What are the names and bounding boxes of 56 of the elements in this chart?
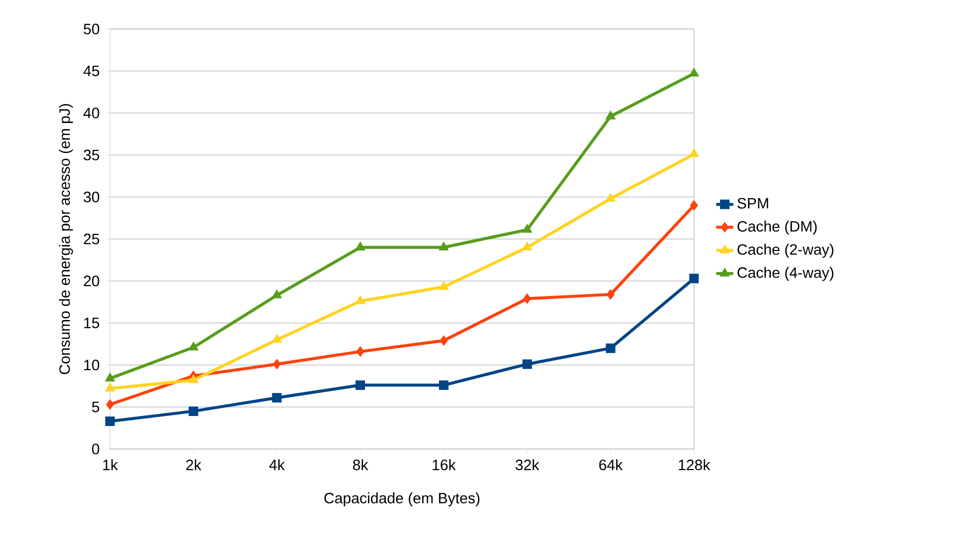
x-tick-label: 4k [269,459,285,470]
point [188,342,198,350]
x-axis-title: Capacidade (em Bytes) [324,492,480,506]
point [272,290,282,298]
point [106,399,114,410]
x-tick-label: 16k [432,459,456,470]
point [272,393,282,403]
point [688,68,700,77]
point [356,380,366,390]
point [104,382,116,392]
point [440,335,448,346]
point [104,372,116,382]
point [522,359,532,369]
point [688,148,700,158]
y-tick-label: 0 [92,444,100,454]
point [523,293,532,304]
point [438,380,448,390]
point [355,295,366,304]
point [606,192,616,202]
point [272,358,281,370]
legend-label: Cache (2-way) [738,244,834,258]
point [606,110,616,120]
point [689,274,699,284]
y-tick-label: 45 [83,66,100,76]
legend-label: Cache (DM) [738,220,817,235]
x-tick-label: 128k [678,459,710,470]
point [438,242,449,250]
x-tick-label: 32k [516,459,540,470]
legend-label: SPM [737,198,768,209]
point [522,242,532,250]
point [522,224,532,233]
y-tick-label: 20 [84,276,100,286]
point [188,374,198,384]
legend-label: Cache (4-way) [738,266,834,281]
point [606,289,615,300]
y-tick-label: 5 [92,402,100,412]
x-tick-label: 2k [186,459,202,470]
y-tick-label: 30 [84,192,100,202]
y-tick-label: 35 [84,150,100,160]
y-tick-label: 15 [84,318,100,328]
point [105,416,115,426]
y-tick-label: 25 [84,234,100,244]
point [356,346,364,357]
x-tick-label: 8k [353,459,368,470]
point [606,343,616,353]
y-tick-label: 10 [84,360,100,370]
point [355,242,366,250]
point [188,406,198,416]
y-tick-label: 40 [83,108,100,118]
y-tick-label: 50 [84,24,100,34]
point [690,200,698,211]
x-tick-label: 1k [103,459,118,470]
point [438,281,449,290]
x-tick-label: 64k [599,459,623,470]
point [272,334,282,343]
y-axis-title: Consumo de energia por acesso (em pJ) [58,104,73,374]
